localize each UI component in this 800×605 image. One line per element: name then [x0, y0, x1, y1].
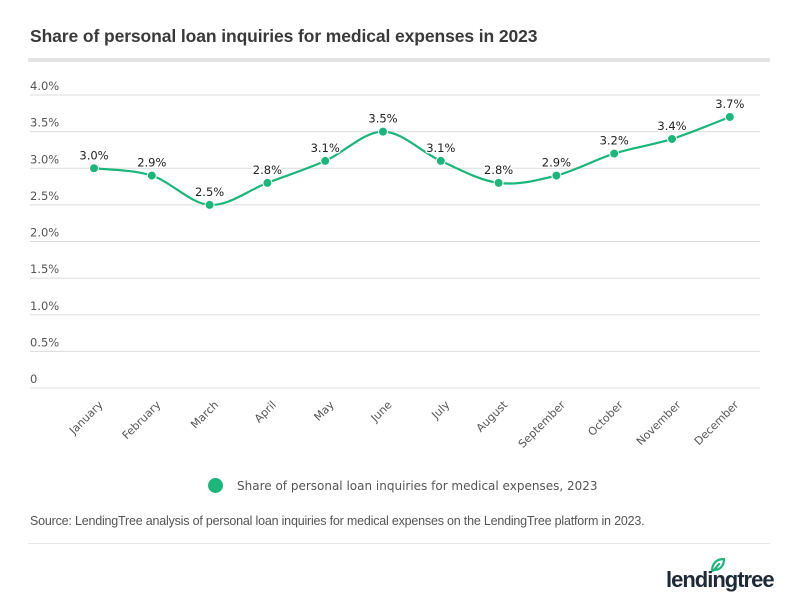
x-tick-label: December: [692, 398, 742, 448]
data-point[interactable]: [262, 177, 273, 188]
data-point[interactable]: [89, 163, 99, 174]
line-chart: 0 0.5% 1.0% 1.5% 2.0% 2.5% 3.0% 3.5% 4.0% Januar…: [30, 79, 760, 451]
y-tick-label: 2.0%: [30, 226, 59, 240]
legend-label: Share of personal loan inquiries for med…: [237, 478, 598, 493]
data-label: 2.5%: [195, 185, 224, 199]
title-divider: [28, 58, 770, 62]
x-tick-label: January: [66, 398, 106, 438]
y-tick-label: 0.5%: [30, 335, 59, 349]
data-label: 3.7%: [715, 97, 744, 111]
x-tick-label: April: [252, 398, 279, 425]
data-label: 2.8%: [484, 163, 513, 177]
logo-wordmark: lendingtree: [666, 567, 775, 592]
data-label: 3.2%: [600, 134, 629, 148]
data-label: 3.5%: [368, 112, 397, 126]
data-label: 2.9%: [137, 156, 166, 170]
data-label: 3.4%: [657, 119, 686, 133]
x-tick-label: July: [428, 398, 452, 422]
legend[interactable]: Share of personal loan inquiries for med…: [208, 478, 598, 493]
y-tick-label: 4.0%: [30, 79, 59, 93]
x-tick-label: February: [120, 398, 164, 442]
x-tick-label: March: [188, 398, 221, 431]
source-note: Source: LendingTree analysis of personal…: [30, 514, 645, 528]
series-line: [93, 115, 731, 206]
y-tick-label: 3.0%: [30, 152, 59, 166]
y-tick-label: 3.5%: [30, 116, 59, 130]
x-tick-label: May: [311, 398, 337, 424]
data-label: 3.1%: [426, 141, 455, 155]
data-point[interactable]: [378, 126, 388, 137]
footer-divider: [28, 543, 770, 544]
x-tick-label: October: [585, 398, 626, 439]
y-tick-label: 0: [30, 372, 37, 386]
x-axis-ticks: January February March April May June July Augu…: [66, 398, 742, 451]
data-point[interactable]: [146, 170, 157, 181]
data-point[interactable]: [667, 133, 677, 144]
lendingtree-logo: lendingtree: [666, 558, 776, 594]
data-label: 2.9%: [542, 156, 571, 170]
x-tick-label: September: [516, 398, 569, 451]
data-point[interactable]: [551, 170, 562, 181]
data-point[interactable]: [724, 111, 735, 122]
y-tick-label: 1.0%: [30, 299, 59, 313]
data-point[interactable]: [204, 199, 215, 210]
data-label: 2.8%: [253, 163, 282, 177]
y-tick-label: 1.5%: [30, 262, 59, 276]
data-label: 3.1%: [311, 141, 340, 155]
data-point[interactable]: [609, 148, 620, 159]
data-points: [89, 111, 735, 210]
data-point[interactable]: [320, 155, 331, 166]
y-axis-ticks: 0 0.5% 1.0% 1.5% 2.0% 2.5% 3.0% 3.5% 4.0%: [30, 79, 59, 386]
data-label: 3.0%: [79, 148, 108, 162]
data-point[interactable]: [493, 177, 504, 188]
x-tick-label: June: [368, 398, 395, 425]
data-point[interactable]: [435, 155, 446, 166]
legend-marker-icon: [208, 478, 223, 493]
x-tick-label: November: [634, 398, 684, 448]
data-labels: 3.0% 2.9% 2.5% 2.8% 3.1% 3.5% 3.1% 2.8% 2.9% 3.2%…: [78, 95, 746, 200]
chart-title: Share of personal loan inquiries for med…: [30, 26, 538, 46]
y-tick-label: 2.5%: [30, 189, 59, 203]
x-tick-label: August: [474, 398, 511, 435]
gridlines: [30, 94, 760, 389]
leaf-icon: [710, 558, 726, 572]
